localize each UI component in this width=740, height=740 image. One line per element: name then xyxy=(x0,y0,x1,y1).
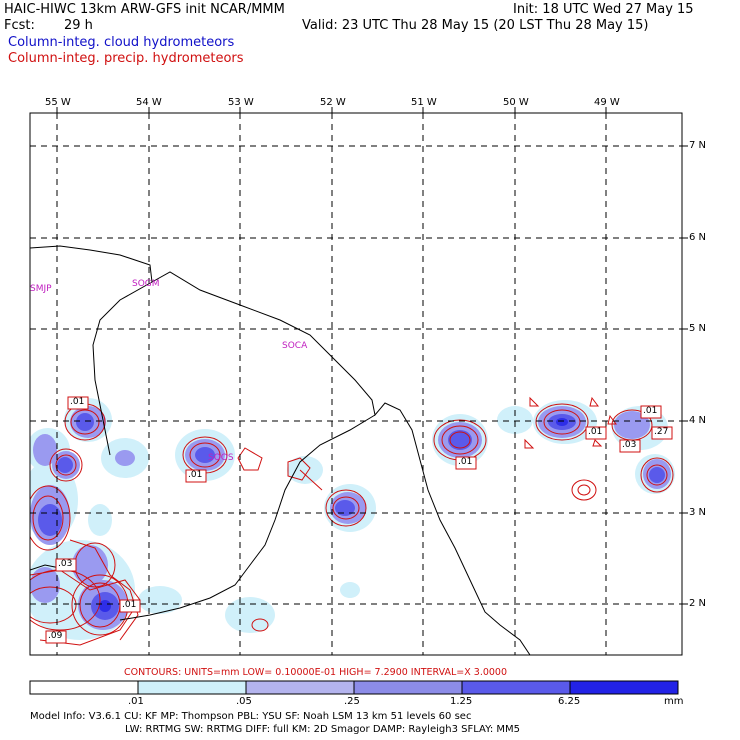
cloud-core-areas xyxy=(99,418,568,612)
contour-label: .01 xyxy=(458,457,473,467)
lon-label-55w: 55 W xyxy=(45,97,71,108)
lon-label-53w: 53 W xyxy=(228,97,254,108)
lat-label-5n: 5 N xyxy=(689,323,707,334)
model-title: HAIC-HIWC 13km ARW-GFS init NCAR/MMM xyxy=(4,2,285,17)
contour-label: .01 xyxy=(643,406,658,416)
lon-label-52w: 52 W xyxy=(320,97,346,108)
footer-model-info: Model Info: V3.6.1 CU: KF MP: Thompson P… xyxy=(30,711,472,722)
contour-label: .09 xyxy=(48,631,63,641)
lon-label-51w: 51 W xyxy=(411,97,437,108)
init-time: Init: 18 UTC Wed 27 May 15 xyxy=(513,2,694,17)
footer-physics-info: LW: RRTMG SW: RRTMG DIFF: full KM: 2D Sm… xyxy=(125,724,521,735)
lat-label-3n: 3 N xyxy=(689,507,707,518)
contour-label-boxes xyxy=(45,396,673,644)
map-ticks xyxy=(56,107,688,605)
contour-label: .01 xyxy=(122,600,137,610)
colorbar-tick: 6.25 xyxy=(558,696,581,707)
station-soca: SOCA xyxy=(282,341,308,351)
contour-label: .01 xyxy=(188,470,203,480)
field-cloud-title: Column-integ. cloud hydrometeors xyxy=(8,35,235,50)
colorbar-tick: 1.25 xyxy=(450,696,473,707)
contour-label: .03 xyxy=(622,440,637,450)
coastline xyxy=(30,245,531,655)
colorbar-tick: .25 xyxy=(344,696,360,707)
valid-time: Valid: 23 UTC Thu 28 May 15 (20 LST Thu … xyxy=(302,18,649,33)
lat-label-2n: 2 N xyxy=(689,598,707,609)
colorbar xyxy=(29,680,679,695)
contour-label: .03 xyxy=(58,559,73,569)
lat-lon-grid xyxy=(30,113,682,655)
map-frame xyxy=(29,112,683,656)
contour-label: .01 xyxy=(70,397,85,407)
lon-label-50w: 50 W xyxy=(503,97,529,108)
colorbar-tick: .05 xyxy=(236,696,252,707)
station-sogm: SOGM xyxy=(132,279,160,289)
station-smjp: SMJP xyxy=(30,284,52,294)
lat-label-7n: 7 N xyxy=(689,140,707,151)
field-precip-title: Column-integ. precip. hydrometeors xyxy=(8,51,244,66)
colorbar-tick: .01 xyxy=(128,696,144,707)
lat-label-4n: 4 N xyxy=(689,415,707,426)
lat-label-6n: 6 N xyxy=(689,232,707,243)
contour-label: .27 xyxy=(654,427,669,437)
forecast-label: Fcst: xyxy=(4,18,35,33)
lon-label-49w: 49 W xyxy=(594,97,620,108)
lon-label-54w: 54 W xyxy=(136,97,162,108)
colorbar-unit: mm xyxy=(664,696,684,707)
contour-label: .01 xyxy=(588,427,603,437)
station-soos: SOOS xyxy=(208,453,234,463)
contour-info: CONTOURS: UNITS=mm LOW= 0.10000E-01 HIGH… xyxy=(124,667,508,678)
forecast-hours: 29 h xyxy=(64,18,93,33)
